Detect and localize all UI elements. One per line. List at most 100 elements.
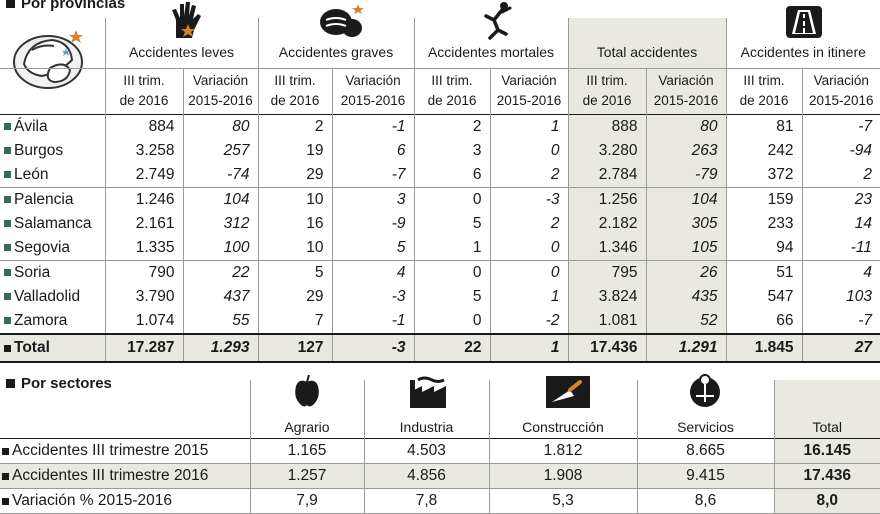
province-cell: 0 bbox=[489, 138, 568, 163]
total-row: Total 17.287 1.293 127 -3 22 1 17.436 1.… bbox=[0, 332, 880, 363]
province-cell: 2 bbox=[257, 114, 332, 139]
province-cell: 2.161 bbox=[104, 211, 183, 236]
province-cell: 790 bbox=[104, 260, 183, 285]
total-cell: 1 bbox=[489, 332, 568, 363]
province-cell: -7 bbox=[801, 114, 880, 139]
province-cell: 29 bbox=[257, 162, 332, 187]
province-cell: 16 bbox=[257, 211, 332, 236]
province-cell: 6 bbox=[331, 138, 414, 163]
province-cell: 372 bbox=[725, 162, 802, 187]
province-cell: 22 bbox=[182, 260, 258, 285]
province-cell: 10 bbox=[257, 187, 332, 212]
row-bullet bbox=[4, 195, 11, 203]
province-cell: 23 bbox=[801, 187, 880, 212]
helmet-glove-illustration bbox=[8, 20, 94, 92]
sector-row: Accidentes III trimestre 2015 1.165 4.503 1… bbox=[0, 438, 880, 463]
row-bullet bbox=[4, 146, 11, 154]
group-header-mortales: Accidentes mortales bbox=[413, 18, 568, 68]
sub-header-variacion: Variación 2015-2016 bbox=[801, 68, 880, 114]
group-header-total: Total accidentes bbox=[567, 18, 726, 68]
total-cell: -3 bbox=[331, 332, 414, 363]
sector-cell: 1.908 bbox=[488, 463, 637, 488]
province-cell: 19 bbox=[257, 138, 332, 163]
province-cell: 437 bbox=[182, 284, 258, 309]
province-row: Valladolid 3.790 437 29 -3 5 1 3.824 435 547 103 bbox=[0, 284, 880, 309]
province-cell: 26 bbox=[645, 260, 726, 285]
province-cell: 104 bbox=[645, 187, 726, 212]
province-cell: 80 bbox=[182, 114, 258, 139]
provincias-table: Accidentes leves Accidentes graves Accid… bbox=[0, 18, 880, 363]
sector-header-agrario: Agrario bbox=[249, 380, 364, 438]
total-cell: 1.845 bbox=[725, 332, 802, 363]
total-cell: 22 bbox=[413, 332, 490, 363]
sector-cell: 4.856 bbox=[363, 463, 489, 488]
province-cell: 233 bbox=[725, 211, 802, 236]
sector-cell: 17.436 bbox=[773, 463, 880, 488]
row-bullet bbox=[4, 268, 11, 276]
total-cell: 27 bbox=[801, 332, 880, 363]
province-cell: 104 bbox=[182, 187, 258, 212]
sector-cell: 8,0 bbox=[773, 488, 880, 513]
province-cell: 5 bbox=[413, 211, 490, 236]
province-name: Valladolid bbox=[0, 285, 105, 309]
province-cell: 1.081 bbox=[567, 308, 646, 334]
province-cell: 0 bbox=[413, 308, 490, 334]
total-cell: 1.293 bbox=[182, 332, 258, 363]
province-cell: -94 bbox=[801, 138, 880, 163]
province-row: Ávila 884 80 2 -1 2 1 888 80 81 -7 bbox=[0, 114, 880, 139]
province-cell: 884 bbox=[104, 114, 183, 139]
province-cell: 263 bbox=[645, 138, 726, 163]
sub-header-variacion: Variación 2015-2016 bbox=[331, 68, 414, 114]
province-cell: 2 bbox=[801, 162, 880, 187]
sector-cell: 5,3 bbox=[488, 488, 637, 513]
province-cell: -11 bbox=[801, 235, 880, 260]
section-title-provincias: Por provincias bbox=[6, 0, 125, 12]
province-cell: 5 bbox=[257, 260, 332, 285]
province-cell: 10 bbox=[257, 235, 332, 260]
sector-cell: 1.257 bbox=[249, 463, 364, 488]
total-cell: 127 bbox=[257, 332, 332, 363]
province-cell: 103 bbox=[801, 284, 880, 309]
group-header-row: Accidentes leves Accidentes graves Accid… bbox=[0, 18, 880, 68]
province-cell: 94 bbox=[725, 235, 802, 260]
province-cell: 3 bbox=[331, 187, 414, 212]
province-cell: -1 bbox=[331, 308, 414, 334]
province-cell: 105 bbox=[645, 235, 726, 260]
province-cell: 2.784 bbox=[567, 162, 646, 187]
province-cell: 51 bbox=[725, 260, 802, 285]
province-cell: 435 bbox=[645, 284, 726, 309]
sector-cell: 4.503 bbox=[363, 438, 489, 463]
province-cell: 4 bbox=[331, 260, 414, 285]
province-name: Ávila bbox=[0, 114, 105, 139]
province-cell: 5 bbox=[413, 284, 490, 309]
sector-cell: 9.415 bbox=[636, 463, 774, 488]
province-cell: 0 bbox=[413, 187, 490, 212]
province-cell: -3 bbox=[331, 284, 414, 309]
province-row: León 2.749 -74 29 -7 6 2 2.784 -79 372 2 bbox=[0, 162, 880, 187]
total-cell: 17.287 bbox=[104, 332, 183, 363]
sector-cell: 1.812 bbox=[488, 438, 637, 463]
province-cell: 7 bbox=[257, 308, 332, 334]
row-bullet bbox=[4, 316, 11, 324]
province-cell: 2.182 bbox=[567, 211, 646, 236]
province-cell: 1.256 bbox=[567, 187, 646, 212]
sub-header-trim: III trim. de 2016 bbox=[413, 68, 490, 114]
province-cell: 0 bbox=[489, 260, 568, 285]
sector-cell: 8.665 bbox=[636, 438, 774, 463]
sector-header-row: Agrario Industria Construcción Servicios… bbox=[0, 380, 880, 438]
province-cell: 2 bbox=[489, 162, 568, 187]
sectores-rows: Accidentes III trimestre 2015 1.165 4.503 1… bbox=[0, 438, 880, 513]
province-cell: 52 bbox=[645, 308, 726, 334]
province-cell: 888 bbox=[567, 114, 646, 139]
province-cell: 1 bbox=[489, 284, 568, 309]
province-row: Burgos 3.258 257 19 6 3 0 3.280 263 242 -94 bbox=[0, 138, 880, 163]
province-cell: 3.280 bbox=[567, 138, 646, 163]
province-cell: 14 bbox=[801, 211, 880, 236]
province-cell: -79 bbox=[645, 162, 726, 187]
province-cell: 547 bbox=[725, 284, 802, 309]
row-bullet bbox=[4, 243, 11, 251]
province-cell: 257 bbox=[182, 138, 258, 163]
province-name: Segovia bbox=[0, 236, 105, 261]
province-cell: 1.246 bbox=[104, 187, 183, 212]
sub-header-variacion: Variación 2015-2016 bbox=[645, 68, 726, 114]
